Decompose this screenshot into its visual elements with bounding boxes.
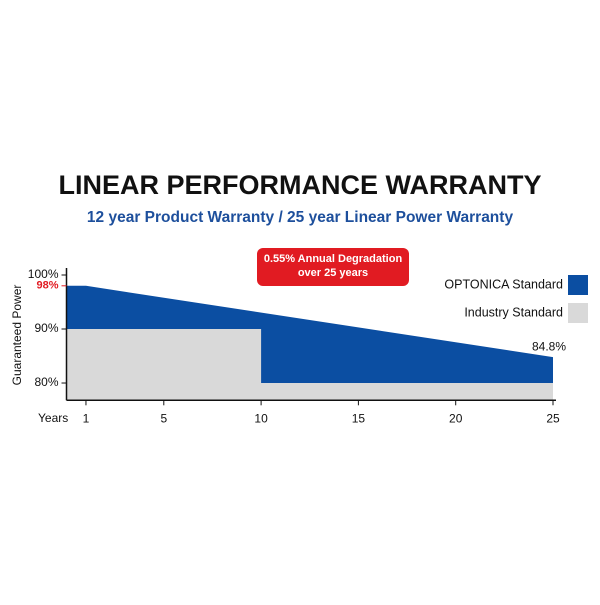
chart-title: LINEAR PERFORMANCE WARRANTY	[59, 170, 542, 200]
value-label: 84.8%	[532, 339, 566, 353]
x-tick-label: 5	[160, 411, 167, 425]
x-tick-label: 20	[449, 411, 463, 425]
legend-label: Industry Standard	[464, 305, 563, 319]
x-tick-label: 15	[352, 411, 366, 425]
x-tick-label: 25	[546, 411, 560, 425]
annotation-text: 0.55% Annual Degradation	[264, 253, 403, 265]
y-tick-label: 90%	[34, 321, 58, 335]
x-tick-label: 1	[83, 411, 90, 425]
legend-swatch	[568, 275, 588, 295]
legend-label: OPTONICA Standard	[444, 277, 563, 291]
x-tick-label: 10	[254, 411, 268, 425]
y-tick-label: 80%	[34, 375, 58, 389]
annotation-box	[257, 248, 409, 286]
chart-subtitle: 12 year Product Warranty / 25 year Linea…	[87, 209, 514, 226]
annotation-text: over 25 years	[298, 267, 368, 279]
area	[66, 329, 553, 401]
legend-swatch	[568, 303, 588, 323]
x-axis-label: Years	[38, 411, 68, 425]
y-axis-label: Guaranteed Power	[10, 285, 24, 386]
y-tick-label-highlight: 98%	[36, 280, 58, 292]
y-tick-label: 100%	[28, 267, 59, 281]
